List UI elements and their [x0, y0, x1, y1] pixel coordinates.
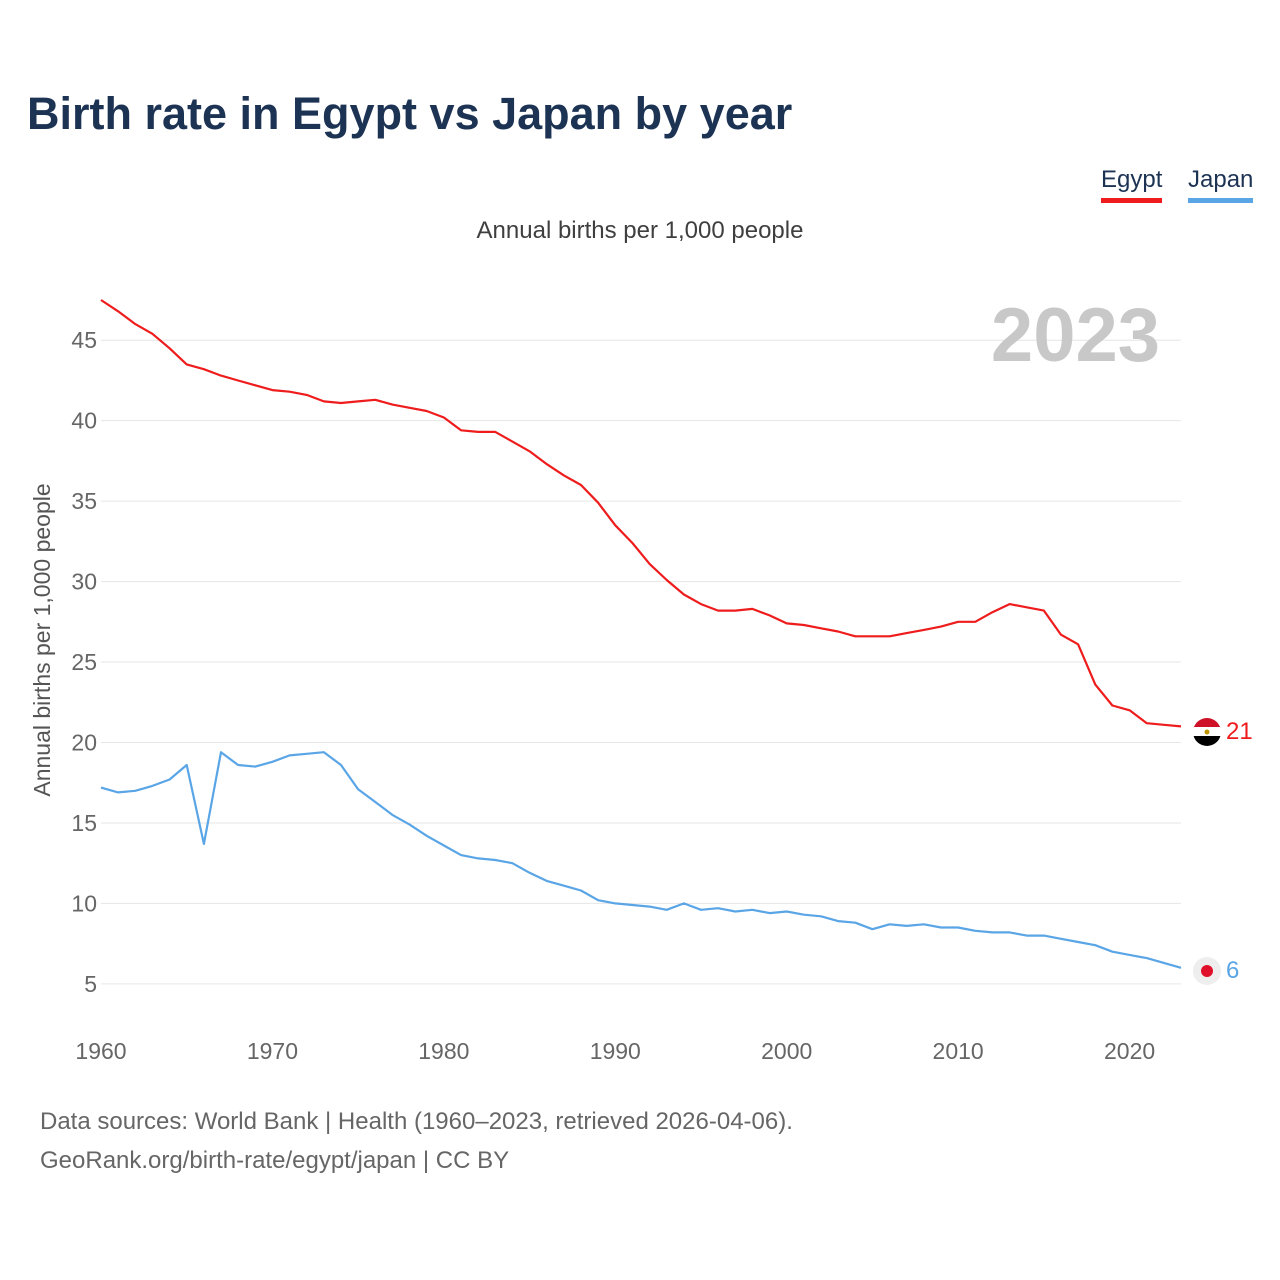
x-tick-label: 1970 [247, 1038, 298, 1064]
y-tick-label: 30 [71, 569, 97, 595]
chart-subtitle: Annual births per 1,000 people [476, 217, 804, 244]
y-tick-label: 25 [71, 649, 97, 675]
x-tick-label: 1960 [75, 1038, 126, 1064]
series-line-japan[interactable] [100, 751, 1182, 969]
y-tick-label: 20 [71, 730, 97, 756]
y-axis-label: Annual births per 1,000 people [29, 483, 55, 796]
y-tick-label: 35 [71, 488, 97, 514]
x-tick-label: 1990 [590, 1038, 641, 1064]
x-axis-ticks: 1960 1970 1980 1990 2000 2010 2020 [75, 1038, 1155, 1064]
data-source-note: Data sources: World Bank | Health (1960–… [40, 1108, 793, 1135]
y-tick-label: 5 [84, 971, 97, 997]
line-chart: 5 10 15 20 25 30 35 40 45 1960 1970 1980 1990 2000 20… [29, 293, 1253, 1064]
gridlines [101, 339, 1181, 985]
egypt-end-value-label: 21 [1226, 718, 1253, 745]
japan-flag-icon [1193, 957, 1221, 985]
legend-item-japan[interactable]: Japan [1188, 166, 1254, 203]
y-tick-label: 40 [71, 408, 97, 434]
x-tick-label: 1980 [418, 1038, 469, 1064]
y-axis-ticks: 5 10 15 20 25 30 35 40 45 [71, 327, 97, 997]
egypt-flag-icon [1193, 718, 1221, 746]
y-tick-label: 15 [71, 810, 97, 836]
x-tick-label: 2010 [933, 1038, 984, 1064]
x-tick-label: 2020 [1104, 1038, 1155, 1064]
y-tick-label: 10 [71, 890, 97, 916]
japan-end-value-label: 6 [1226, 957, 1239, 984]
year-watermark: 2023 [991, 293, 1160, 378]
series-line-egypt[interactable] [100, 299, 1182, 728]
attribution-link[interactable]: GeoRank.org/birth-rate/egypt/japan | CC … [40, 1147, 510, 1174]
x-tick-label: 2000 [761, 1038, 812, 1064]
chart-title: Birth rate in Egypt vs Japan by year [27, 88, 793, 139]
legend-item-egypt[interactable]: Egypt [1101, 166, 1163, 203]
y-tick-label: 45 [71, 327, 97, 353]
series-lines [100, 299, 1182, 969]
